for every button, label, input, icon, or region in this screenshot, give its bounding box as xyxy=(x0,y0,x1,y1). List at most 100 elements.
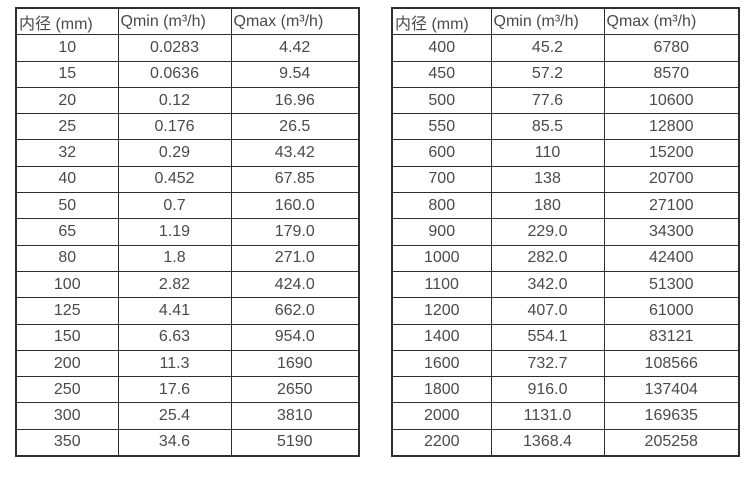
table-cell: 26.5 xyxy=(230,113,360,141)
header-row: 内径 (mm) Qmin (m³/h) Qmax (m³/h) xyxy=(15,7,360,36)
table-row: 20 0.12 16.96 xyxy=(15,86,360,115)
table-header-row: 内径 (mm) Qmin (m³/h) Qmax (m³/h) xyxy=(15,7,360,36)
table-cell: 65 xyxy=(15,218,119,246)
table-cell: 61000 xyxy=(603,297,740,325)
table-cell: 10 xyxy=(15,34,119,62)
table-cell: 229.0 xyxy=(490,218,605,246)
header-cell: Qmin (m³/h) xyxy=(117,7,232,36)
table-row: 900 229.0 34300 xyxy=(391,218,740,246)
table-cell: 424.0 xyxy=(230,270,360,299)
table-row: 10 0.0283 4.42 xyxy=(15,34,360,62)
table-cell: 1131.0 xyxy=(490,402,605,430)
table-cell: 51300 xyxy=(603,270,740,299)
table-cell: 0.176 xyxy=(117,113,232,141)
table-cell: 150 xyxy=(15,323,119,351)
table-cell: 732.7 xyxy=(490,349,605,378)
table-row: 50 0.7 160.0 xyxy=(15,192,360,220)
table-row: 600 110 15200 xyxy=(391,139,740,167)
table-cell: 271.0 xyxy=(230,244,360,272)
table-cell: 27100 xyxy=(603,192,740,220)
table-cell: 34.6 xyxy=(117,428,232,457)
table-row: 300 25.4 3810 xyxy=(15,402,360,430)
table-cell: 2650 xyxy=(230,376,360,404)
table-cell: 34300 xyxy=(603,218,740,246)
table-cell: 0.12 xyxy=(117,86,232,115)
table-row: 800 180 27100 xyxy=(391,192,740,220)
table-cell: 250 xyxy=(15,376,119,404)
table-cell: 11.3 xyxy=(117,349,232,378)
table-row: 65 1.19 179.0 xyxy=(15,218,360,246)
table-cell: 2200 xyxy=(391,428,492,457)
table-cell: 1800 xyxy=(391,376,492,404)
table-row: 40 0.452 67.85 xyxy=(15,165,360,194)
table-cell: 3810 xyxy=(230,402,360,430)
header-cell: 内径 (mm) xyxy=(391,7,492,36)
table-cell: 342.0 xyxy=(490,270,605,299)
table-row: 1000 282.0 42400 xyxy=(391,244,740,272)
flow-table-small-diameters: 内径 (mm) Qmin (m³/h) Qmax (m³/h) 10 0.0283 4.… xyxy=(15,7,360,458)
header-cell: Qmin (m³/h) xyxy=(490,7,605,36)
table-cell: 77.6 xyxy=(490,86,605,115)
table-row: 700 138 20700 xyxy=(391,165,740,194)
table-cell: 25.4 xyxy=(117,402,232,430)
table-row: 450 57.2 8570 xyxy=(391,60,740,88)
table-cell: 1.19 xyxy=(117,218,232,246)
table-cell: 1100 xyxy=(391,270,492,299)
table-cell: 40 xyxy=(15,165,119,194)
table-cell: 1600 xyxy=(391,349,492,378)
table-row: 250 17.6 2650 xyxy=(15,376,360,404)
table-cell: 50 xyxy=(15,192,119,220)
table-row: 150 6.63 954.0 xyxy=(15,323,360,351)
table-cell: 1.8 xyxy=(117,244,232,272)
table-cell: 125 xyxy=(15,297,119,325)
table-body: 400 45.2 6780 450 57.2 8570 500 77.6 10600 550 85.… xyxy=(391,34,740,457)
header-cell: Qmax (m³/h) xyxy=(603,7,740,36)
table-cell: 554.1 xyxy=(490,323,605,351)
table-row: 15 0.0636 9.54 xyxy=(15,60,360,88)
table-cell: 0.0283 xyxy=(117,34,232,62)
table-cell: 110 xyxy=(490,139,605,167)
table-cell: 407.0 xyxy=(490,297,605,325)
table-cell: 200 xyxy=(15,349,119,378)
header-cell: Qmax (m³/h) xyxy=(230,7,360,36)
table-cell: 67.85 xyxy=(230,165,360,194)
table-cell: 800 xyxy=(391,192,492,220)
table-cell: 662.0 xyxy=(230,297,360,325)
table-cell: 32 xyxy=(15,139,119,167)
table-cell: 15200 xyxy=(603,139,740,167)
table-row: 32 0.29 43.42 xyxy=(15,139,360,167)
table-cell: 6.63 xyxy=(117,323,232,351)
table-cell: 9.54 xyxy=(230,60,360,88)
table-cell: 2.82 xyxy=(117,270,232,299)
table-cell: 17.6 xyxy=(117,376,232,404)
table-row: 25 0.176 26.5 xyxy=(15,113,360,141)
table-cell: 45.2 xyxy=(490,34,605,62)
table-cell: 100 xyxy=(15,270,119,299)
table-row: 2000 1131.0 169635 xyxy=(391,402,740,430)
table-cell: 400 xyxy=(391,34,492,62)
table-row: 80 1.8 271.0 xyxy=(15,244,360,272)
table-cell: 5190 xyxy=(230,428,360,457)
table-cell: 20700 xyxy=(603,165,740,194)
table-row: 125 4.41 662.0 xyxy=(15,297,360,325)
header-row: 内径 (mm) Qmin (m³/h) Qmax (m³/h) xyxy=(391,7,740,36)
table-header-row: 内径 (mm) Qmin (m³/h) Qmax (m³/h) xyxy=(391,7,740,36)
table-cell: 57.2 xyxy=(490,60,605,88)
table-cell: 1690 xyxy=(230,349,360,378)
table-cell: 1368.4 xyxy=(490,428,605,457)
table-cell: 2000 xyxy=(391,402,492,430)
table-cell: 0.29 xyxy=(117,139,232,167)
table-cell: 85.5 xyxy=(490,113,605,141)
table-body: 10 0.0283 4.42 15 0.0636 9.54 20 0.12 16.96 25 0.1… xyxy=(15,34,360,457)
table-cell: 108566 xyxy=(603,349,740,378)
table-cell: 1400 xyxy=(391,323,492,351)
table-row: 100 2.82 424.0 xyxy=(15,270,360,299)
table-cell: 4.41 xyxy=(117,297,232,325)
table-cell: 0.7 xyxy=(117,192,232,220)
table-cell: 500 xyxy=(391,86,492,115)
table-cell: 700 xyxy=(391,165,492,194)
table-cell: 138 xyxy=(490,165,605,194)
table-row: 350 34.6 5190 xyxy=(15,428,360,457)
table-row: 200 11.3 1690 xyxy=(15,349,360,378)
table-cell: 1000 xyxy=(391,244,492,272)
